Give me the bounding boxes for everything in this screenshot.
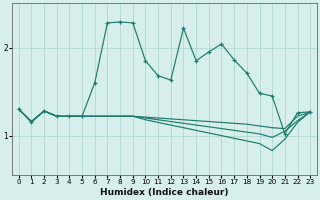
X-axis label: Humidex (Indice chaleur): Humidex (Indice chaleur) [100, 188, 229, 197]
